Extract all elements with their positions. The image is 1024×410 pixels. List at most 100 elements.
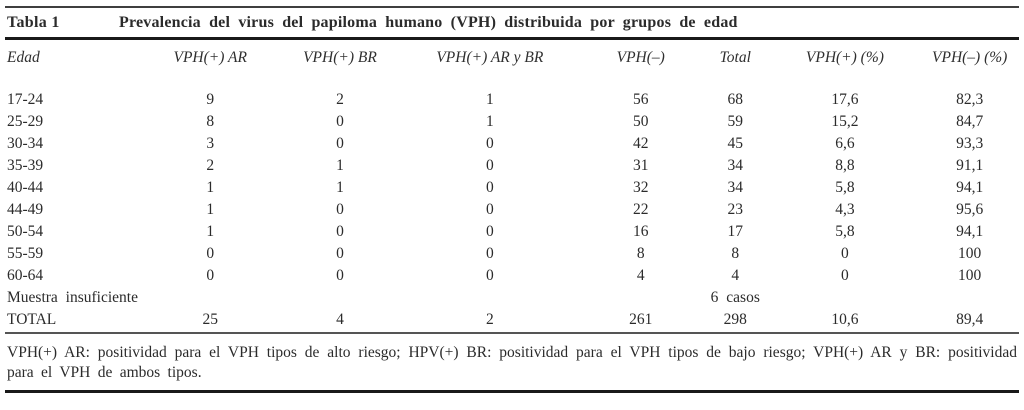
header-row: Edad VPH(+) AR VPH(+) BR VPH(+) AR y BR VPH(… [5, 40, 1019, 89]
value-cell: 25 [202, 311, 218, 328]
value-cell: 94,1 [956, 179, 984, 196]
table-row: Muestra insuficiente 6 casos [5, 287, 1019, 309]
value-cell: 9 [206, 91, 215, 108]
table-body: 17-24 9 2 1 56 68 17,6 82,3 25-29 8 0 1 50 59 15,2 84,7… [5, 89, 1019, 331]
value-cell: 15,2 [831, 113, 859, 130]
value-cell: 34 [727, 157, 744, 174]
table-footnote: VPH(+) AR: positividad para el VPH tipos… [7, 344, 1017, 381]
value-cell: 34 [727, 179, 744, 196]
value-cell: 95,6 [956, 201, 984, 218]
row-label-cell: 44-49 [7, 201, 44, 218]
prevalence-table: Edad VPH(+) AR VPH(+) BR VPH(+) AR y BR VPH(… [5, 40, 1019, 331]
value-cell [399, 287, 580, 309]
value-cell: 1 [336, 157, 344, 174]
value-cell: 1 [336, 179, 344, 196]
table-row: 17-24 9 2 1 56 68 17,6 82,3 [5, 89, 1019, 111]
column-header: VPH(–) [616, 49, 665, 66]
value-cell: 0 [336, 113, 344, 130]
column-header: VPH(+) AR y BR [436, 49, 544, 66]
value-cell: 100 [958, 245, 982, 262]
value-cell: 8,8 [835, 157, 855, 174]
value-cell [769, 287, 920, 309]
table-number-label: Tabla 1 [7, 14, 60, 31]
value-cell: 93,3 [956, 135, 984, 152]
footnote-top-rule [5, 332, 1019, 334]
column-header: VPH(+) AR [173, 49, 247, 66]
value-cell: 0 [485, 223, 494, 240]
value-cell: 0 [485, 179, 494, 196]
value-cell: 4,3 [835, 201, 855, 218]
value-cell: 16 [632, 223, 649, 240]
value-cell: 261 [629, 311, 653, 328]
value-cell: 42 [632, 135, 649, 152]
value-cell: 5,8 [835, 223, 855, 240]
table-title: Prevalencia del virus del papiloma human… [119, 14, 738, 31]
value-cell: 56 [632, 91, 649, 108]
column-header: VPH(+) BR [303, 49, 377, 66]
value-cell: 22 [632, 201, 649, 218]
value-cell: 1 [206, 223, 215, 240]
value-cell: 1 [206, 201, 215, 218]
header-top-rule [5, 37, 1019, 40]
table-row: TOTAL 25 4 2 261 298 10,6 89,4 [5, 309, 1019, 331]
value-cell [580, 287, 701, 309]
value-cell: 0 [206, 245, 215, 262]
value-cell: 17,6 [831, 91, 859, 108]
column-header: VPH(+) (%) [805, 49, 884, 66]
table-row: 50-54 1 0 0 16 17 5,8 94,1 [5, 221, 1019, 243]
value-cell: 2 [336, 91, 344, 108]
table-row: 25-29 8 0 1 50 59 15,2 84,7 [5, 111, 1019, 133]
value-cell [920, 287, 1019, 309]
column-header: Total [719, 49, 751, 66]
table-row: 35-39 2 1 0 31 34 8,8 91,1 [5, 155, 1019, 177]
value-cell: 59 [727, 113, 744, 130]
value-cell: 1 [485, 91, 494, 108]
value-cell: 2 [206, 157, 215, 174]
value-cell: 0 [336, 135, 344, 152]
table-caption: Tabla 1 Prevalencia del virus del papilo… [5, 8, 1019, 37]
table-row: 55-59 0 0 0 8 8 0 100 [5, 243, 1019, 265]
value-cell: 100 [958, 267, 982, 284]
row-label-cell: 35-39 [7, 157, 44, 174]
row-label-cell: 30-34 [7, 135, 44, 152]
value-cell: 84,7 [956, 113, 984, 130]
value-cell: 50 [632, 113, 649, 130]
value-cell: 5,8 [835, 179, 855, 196]
value-cell: 0 [485, 245, 494, 262]
value-cell: 298 [723, 311, 747, 328]
top-rule [5, 6, 1019, 8]
value-cell [281, 287, 400, 309]
value-cell: 0 [336, 201, 344, 218]
value-cell: 1 [206, 179, 215, 196]
table-row: 60-64 0 0 0 4 4 0 100 [5, 265, 1019, 287]
paper-table-figure: Tabla 1 Prevalencia del virus del papilo… [5, 6, 1019, 393]
value-cell: 94,1 [956, 223, 984, 240]
value-cell: 0 [336, 223, 344, 240]
row-label-cell: Muestra insuficiente [7, 289, 138, 306]
value-cell: 0 [485, 201, 494, 218]
value-cell: 82,3 [956, 91, 984, 108]
bottom-rule [5, 390, 1019, 393]
value-cell: 32 [632, 179, 649, 196]
column-header: VPH(–) (%) [932, 49, 1008, 66]
value-cell: 0 [485, 157, 494, 174]
column-header: Edad [7, 49, 40, 66]
row-label-cell: 17-24 [7, 91, 44, 108]
value-cell: 0 [336, 267, 344, 284]
table-header: Edad VPH(+) AR VPH(+) BR VPH(+) AR y BR VPH(… [5, 40, 1019, 89]
value-cell: 0 [336, 245, 344, 262]
value-cell: 4 [636, 267, 645, 284]
value-cell: 3 [206, 135, 215, 152]
value-cell: 0 [206, 267, 215, 284]
row-label-cell: 50-54 [7, 223, 44, 240]
value-cell: 0 [485, 267, 494, 284]
table-row: 30-34 3 0 0 42 45 6,6 93,3 [5, 133, 1019, 155]
value-cell: 8 [636, 245, 645, 262]
value-cell: 0 [841, 267, 849, 284]
value-cell: 45 [727, 135, 744, 152]
row-label-cell: TOTAL [7, 311, 57, 328]
value-cell: 91,1 [956, 157, 984, 174]
row-label-cell: 60-64 [7, 267, 44, 284]
value-cell: 4 [336, 311, 344, 328]
value-cell: 23 [727, 201, 744, 218]
